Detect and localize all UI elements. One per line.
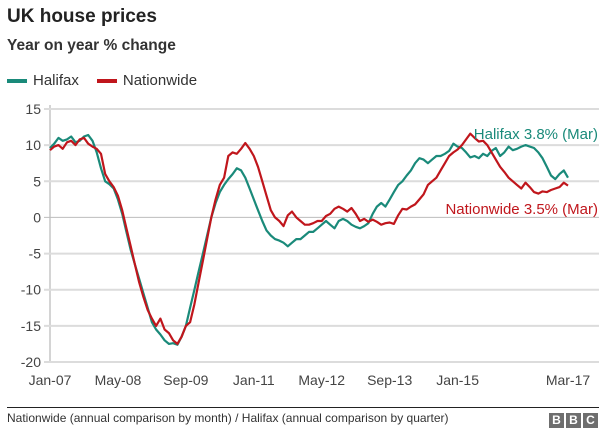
x-tick-label: Sep-13 [367, 372, 412, 388]
x-tick-label: Jan-11 [233, 372, 275, 388]
legend-label-halifax: Halifax [33, 72, 79, 89]
chart-subtitle: Year on year % change [7, 37, 176, 54]
y-tick-label: -5 [29, 246, 42, 262]
y-tick-label: -10 [21, 282, 41, 298]
series-line-nationwide [49, 132, 569, 345]
legend-swatch-halifax [7, 78, 27, 83]
bbc-logo: B B C [547, 413, 598, 428]
series-lines [49, 132, 569, 346]
source-note: Nationwide (annual comparison by month) … [7, 411, 449, 425]
series-line-halifax [49, 133, 569, 346]
x-tick-label: Mar-17 [546, 372, 591, 388]
end-label-halifax: Halifax 3.8% (Mar) [474, 126, 598, 143]
end-labels: Halifax 3.8% (Mar) Nationwide 3.5% (Mar) [445, 126, 598, 218]
y-tick-label: -15 [21, 318, 41, 334]
gridlines [44, 105, 599, 363]
x-tick-label: Sep-09 [163, 372, 208, 388]
x-axis: Jan-07 May-08 Sep-09 Jan-11 May-12 Sep-13 Jan-… [29, 372, 591, 388]
x-tick-label: Jan-07 [29, 372, 72, 388]
end-label-nationwide: Nationwide 3.5% (Mar) [445, 201, 598, 218]
chart-title: UK house prices [7, 6, 157, 27]
y-axis: 15 10 5 0 -5 -10 -15 -20 [21, 101, 41, 370]
y-tick-label: 5 [33, 173, 41, 189]
legend-item-nationwide: Nationwide [96, 72, 198, 89]
x-tick-label: May-12 [298, 372, 345, 388]
footer-divider [7, 407, 599, 408]
bbc-logo-letter: C [583, 413, 598, 428]
legend: Halifax Nationwide [7, 72, 215, 89]
bbc-logo-letter: B [566, 413, 581, 428]
legend-item-halifax: Halifax [7, 72, 79, 89]
x-tick-label: May-08 [95, 372, 142, 388]
y-tick-label: -20 [21, 354, 41, 370]
bbc-logo-letter: B [549, 413, 564, 428]
y-tick-label: 15 [25, 101, 41, 117]
legend-swatch-nationwide [96, 78, 117, 83]
y-tick-label: 0 [33, 209, 41, 225]
y-tick-label: 10 [25, 137, 41, 153]
legend-label-nationwide: Nationwide [122, 72, 198, 89]
x-tick-label: Jan-15 [436, 372, 479, 388]
